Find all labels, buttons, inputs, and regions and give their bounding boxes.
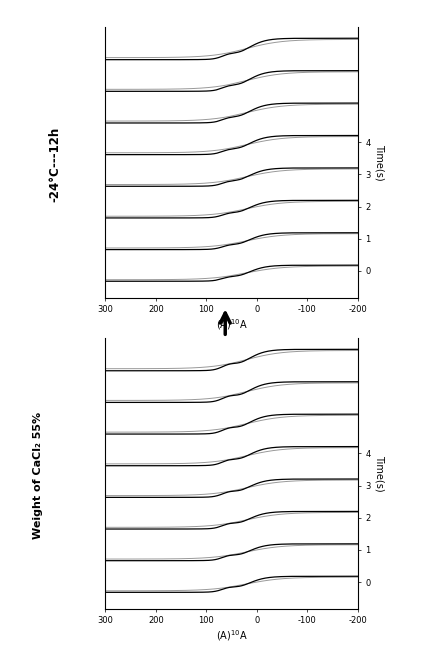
Y-axis label: Time(s): Time(s) [375, 144, 385, 181]
Text: Weight of CaCl₂ 55%: Weight of CaCl₂ 55% [33, 411, 43, 539]
X-axis label: (A)$^{10}$A: (A)$^{10}$A [216, 628, 248, 643]
X-axis label: (A)$^{10}$A: (A)$^{10}$A [216, 317, 248, 332]
Text: -24°C---12h: -24°C---12h [48, 126, 61, 201]
Y-axis label: Time(s): Time(s) [375, 455, 385, 492]
